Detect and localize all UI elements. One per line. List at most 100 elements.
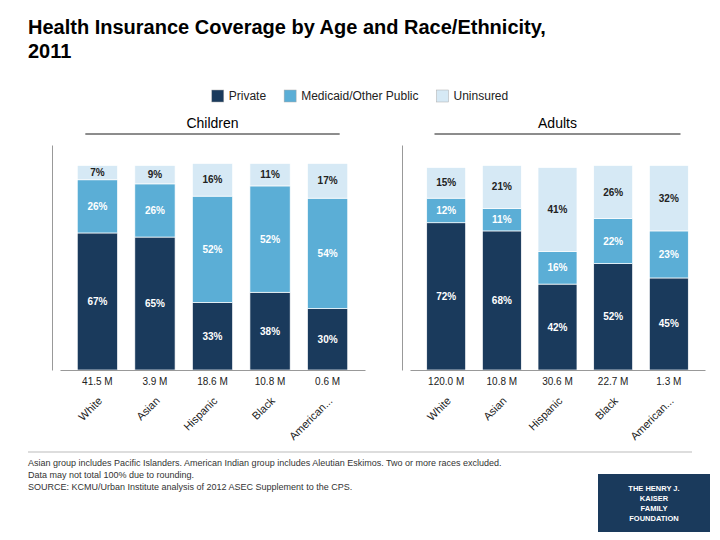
series-labels: 26%26%52%52%54% xyxy=(87,201,337,259)
bar-segment xyxy=(192,163,232,196)
data-label: 12% xyxy=(436,205,456,216)
data-label: 42% xyxy=(547,322,567,333)
bar-segment xyxy=(307,198,347,308)
x-tick-label: American... xyxy=(628,394,676,442)
population-label: 10.8 M xyxy=(255,376,286,387)
bar-segment xyxy=(135,165,175,183)
bar-segment xyxy=(482,231,521,370)
bar-segment xyxy=(192,303,232,371)
section-chart: 72%68%42%52%45%12%11%16%22%23%15%21%41%2… xyxy=(403,115,706,442)
data-label: 41% xyxy=(547,204,567,215)
x-tick-label: Black xyxy=(249,394,277,422)
data-label: 54% xyxy=(318,248,338,259)
population-labels: 120.0 M10.8 M30.6 M22.7 M1.3 M xyxy=(428,376,681,387)
bar-segment xyxy=(77,165,117,179)
logo-box xyxy=(598,474,710,532)
population-label: 22.7 M xyxy=(598,376,629,387)
data-label: 65% xyxy=(145,298,165,309)
series-labels: 15%21%41%26%32% xyxy=(436,177,679,215)
bar-segment xyxy=(594,264,633,370)
series-labels: 12% 11% 16% 22% 23% xyxy=(436,205,679,273)
series-bars xyxy=(77,163,347,198)
legend-label: Uninsured xyxy=(454,89,509,103)
bar-segment xyxy=(538,168,577,252)
bar-segment xyxy=(594,219,633,264)
x-tick-label: Asian xyxy=(481,394,509,422)
x-tick: Hispanic xyxy=(526,394,565,433)
data-label: 7% xyxy=(90,167,105,178)
data-label: 11% xyxy=(492,214,512,225)
series-bars xyxy=(77,180,347,309)
data-label: 52% xyxy=(260,234,280,245)
bar-segment xyxy=(307,163,347,198)
x-tick-label: White xyxy=(425,394,453,422)
bar-segment xyxy=(538,284,577,370)
data-label: 52% xyxy=(603,311,623,322)
title-line: Health Insurance Coverage by Age and Rac… xyxy=(28,16,546,38)
x-tick-label: Hispanic xyxy=(526,394,565,433)
data-label: 17% xyxy=(318,175,338,186)
data-label: 22% xyxy=(603,236,623,247)
legend-item: Medicaid/Other Public xyxy=(284,89,418,103)
series-labels: 72%68%42%52%45% xyxy=(436,291,679,333)
bar-segment xyxy=(135,184,175,237)
bar-segment xyxy=(250,292,290,370)
y-axis-line xyxy=(52,146,53,371)
footnote-line: Data may not total 100% due to rounding. xyxy=(28,470,194,480)
footnote-line: Asian group includes Pacific Islanders. … xyxy=(28,458,502,468)
title-line: 2011 xyxy=(28,40,71,62)
bar-segment xyxy=(77,233,117,370)
legend-swatch xyxy=(212,90,224,102)
x-tick: American... xyxy=(628,394,676,442)
x-tick: Asian xyxy=(134,394,162,422)
x-tick: White xyxy=(425,394,453,422)
legend: Private Medicaid/Other Public Uninsured xyxy=(212,89,508,103)
y-axis xyxy=(402,146,403,371)
x-axis: WhiteAsianHispanicBlackAmerican... xyxy=(61,371,366,443)
bar-segment xyxy=(482,165,521,208)
population-labels: 41.5 M3.9 M18.6 M10.8 M0.6 M xyxy=(82,376,340,387)
data-label: 16% xyxy=(547,262,567,273)
x-axis-line xyxy=(411,370,706,371)
series-labels: 67%65%33%38%30% xyxy=(87,296,337,345)
bar-segment xyxy=(427,168,466,199)
population-label: 18.6 M xyxy=(197,376,228,387)
legend-item: Private xyxy=(212,89,267,103)
title: Health Insurance Coverage by Age and Rac… xyxy=(28,16,546,62)
data-labels: 72%68%42%52%45%12%11%16%22%23%15%21%41%2… xyxy=(436,177,679,332)
data-label: 32% xyxy=(659,193,679,204)
bar-segment xyxy=(192,196,232,302)
population-label: 10.8 M xyxy=(487,376,518,387)
legend-swatch xyxy=(437,90,449,102)
footnote-separator xyxy=(28,452,692,453)
data-labels: 67%65%33%38%30%26%26%52%52%54%7%9%16%11%… xyxy=(87,167,337,345)
data-label: 52% xyxy=(202,244,222,255)
bar-segment xyxy=(77,180,117,233)
legend-item: Uninsured xyxy=(437,89,509,103)
bar-segment xyxy=(307,309,347,370)
x-tick: Asian xyxy=(481,394,509,422)
bar-segment xyxy=(649,278,688,370)
x-tick: American... xyxy=(287,394,335,442)
data-label: 26% xyxy=(603,187,623,198)
section-underline xyxy=(85,134,339,135)
footnote: Asian group includes Pacific Islanders. … xyxy=(28,458,502,492)
series-bars xyxy=(427,165,689,251)
bar-segment xyxy=(250,186,290,292)
data-label: 15% xyxy=(436,177,456,188)
x-tick: Hispanic xyxy=(181,394,220,433)
data-label: 68% xyxy=(492,295,512,306)
population-label: 3.9 M xyxy=(142,376,167,387)
x-tick: Black xyxy=(249,394,277,422)
legend-label: Private xyxy=(229,89,267,103)
data-label: 38% xyxy=(260,326,280,337)
section-chart: 67%65%33%38%30%26%26%52%52%54%7%9%16%11%… xyxy=(53,115,366,442)
bar-segment xyxy=(250,163,290,186)
x-axis-line xyxy=(61,370,366,371)
data-label: 23% xyxy=(659,249,679,260)
bars xyxy=(77,163,347,370)
legend-label: Medicaid/Other Public xyxy=(301,89,418,103)
bar-segment xyxy=(649,231,688,278)
x-tick-label: American... xyxy=(287,394,335,442)
data-label: 26% xyxy=(145,205,165,216)
